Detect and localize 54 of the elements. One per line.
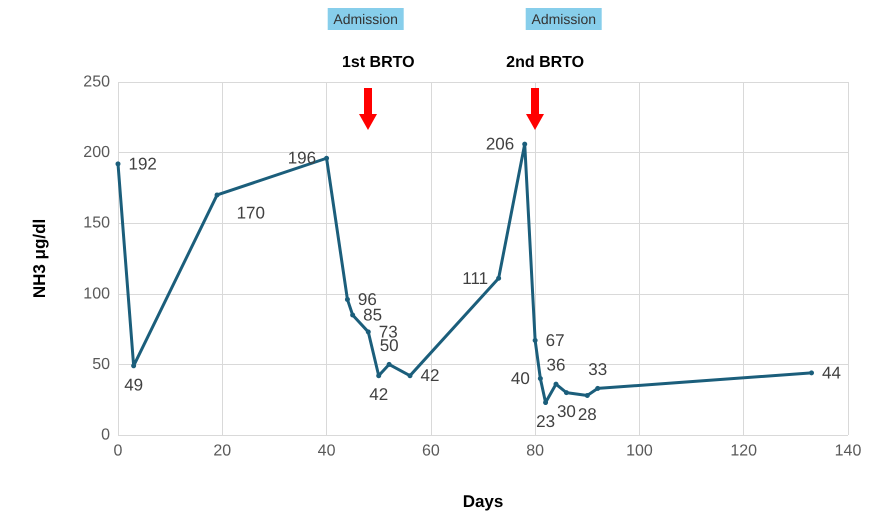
data-label: 170 — [236, 203, 265, 222]
x-tick-label: 80 — [526, 442, 544, 460]
data-label: 33 — [588, 360, 608, 379]
point — [584, 392, 590, 398]
point — [386, 362, 392, 367]
x-tick-label: 120 — [730, 442, 758, 460]
point — [522, 142, 528, 147]
x-tick-label: 100 — [626, 442, 653, 460]
data-label: 42 — [420, 366, 440, 386]
x-axis-title: Days — [462, 492, 504, 511]
data-label: 36 — [546, 356, 566, 375]
data-label: 44 — [822, 363, 841, 382]
point — [543, 400, 548, 406]
point — [116, 161, 120, 166]
point — [564, 390, 569, 396]
point — [214, 192, 220, 198]
point — [350, 312, 356, 318]
x-tick-label: 0 — [114, 442, 123, 460]
y-axis-title: NH3 μg/dl — [30, 218, 49, 298]
y-tick-label: 250 — [83, 74, 110, 90]
x-tick-label: 140 — [834, 442, 862, 460]
y-tick-label: 50 — [92, 356, 110, 373]
data-label: 192 — [128, 154, 157, 174]
data-label: 30 — [556, 402, 576, 422]
text: 2nd BRTO — [506, 54, 584, 72]
data-label: 42 — [369, 385, 388, 404]
data-label: 49 — [124, 375, 144, 394]
data-label: 111 — [462, 268, 488, 288]
x-tick-label: 40 — [318, 442, 336, 460]
y-tick-label: 150 — [83, 214, 110, 232]
y-tick-label: 200 — [83, 144, 110, 162]
point — [538, 376, 543, 382]
data-label: 67 — [546, 330, 565, 350]
point — [408, 373, 412, 378]
data-label: 206 — [486, 134, 514, 154]
data-label: 28 — [578, 404, 597, 424]
data-label: 40 — [510, 369, 530, 388]
x-tick-label: 60 — [422, 442, 440, 460]
y-tick-label: 0 — [101, 426, 110, 444]
point — [496, 276, 502, 281]
point — [595, 386, 600, 391]
point — [554, 382, 558, 387]
text: Admission — [327, 8, 404, 30]
text: 1st BRTO — [342, 54, 415, 72]
x-tick-label: 20 — [213, 442, 232, 460]
point — [366, 329, 371, 334]
text: Admission — [526, 8, 602, 30]
data-label: 196 — [288, 148, 316, 168]
point — [532, 338, 538, 343]
point — [809, 370, 814, 376]
point — [324, 156, 330, 161]
point — [344, 296, 350, 302]
data-label: 23 — [536, 412, 556, 432]
y-tick-label: 100 — [83, 285, 110, 302]
